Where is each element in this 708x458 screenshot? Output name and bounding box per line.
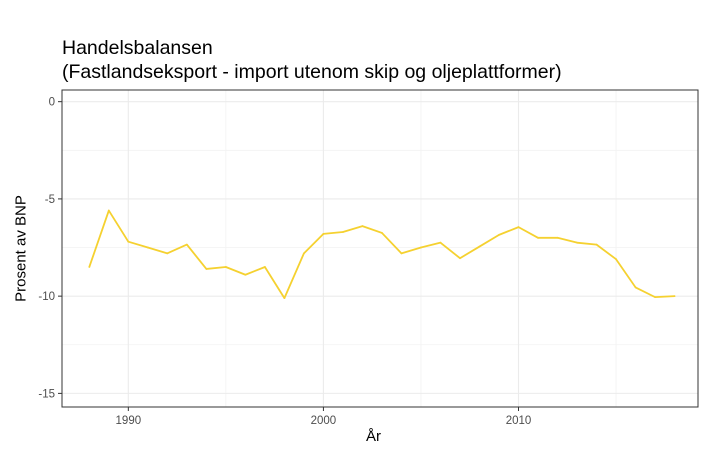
data-point (283, 297, 286, 299)
data-point (478, 245, 481, 248)
data-point (244, 273, 247, 276)
data-point (224, 266, 227, 268)
data-point (342, 231, 344, 233)
axes-layer: 1990 2000 2010 0 -5 -10 -15 (38, 89, 699, 427)
x-tick-label: 2010 (506, 415, 532, 427)
y-tick-label: 0 (49, 97, 55, 109)
panel-border (61, 89, 699, 408)
data-point (439, 241, 442, 244)
x-tick-label: 2000 (311, 415, 337, 427)
y-axis-label: Prosent av BNP (12, 195, 30, 302)
data-point (517, 226, 520, 229)
data-point (634, 286, 637, 289)
data-point (420, 246, 422, 249)
series-layer (88, 209, 676, 299)
data-point (654, 296, 656, 299)
data-point (107, 209, 110, 212)
y-tick-label: -10 (38, 291, 55, 303)
minor-gridlines (62, 90, 698, 407)
major-gridlines (62, 90, 698, 407)
chart-subtitle: (Fastlandseksport - import utenom skip o… (62, 61, 562, 83)
data-point (381, 232, 383, 234)
data-point (400, 252, 403, 255)
data-point (615, 258, 617, 261)
data-point (595, 243, 598, 246)
data-point (146, 246, 149, 249)
plot-panel (61, 89, 699, 408)
data-point (556, 236, 559, 239)
data-point (537, 236, 539, 239)
data-point (673, 295, 676, 298)
data-point (185, 243, 188, 246)
data-point (166, 252, 169, 255)
data-point (303, 252, 305, 255)
x-axis-label: År (366, 428, 381, 445)
data-point (263, 266, 266, 268)
y-tick-label: -15 (38, 388, 55, 400)
data-point (322, 233, 325, 235)
data-point (361, 225, 364, 228)
data-point (127, 240, 130, 243)
data-point (576, 241, 578, 244)
y-tick-label: -5 (45, 194, 55, 206)
x-tick-label: 1990 (116, 415, 142, 427)
data-point (498, 233, 500, 236)
data-point (205, 268, 208, 270)
data-point (459, 257, 461, 260)
data-point (88, 266, 91, 268)
chart-title: Handelsbalansen (62, 37, 213, 59)
